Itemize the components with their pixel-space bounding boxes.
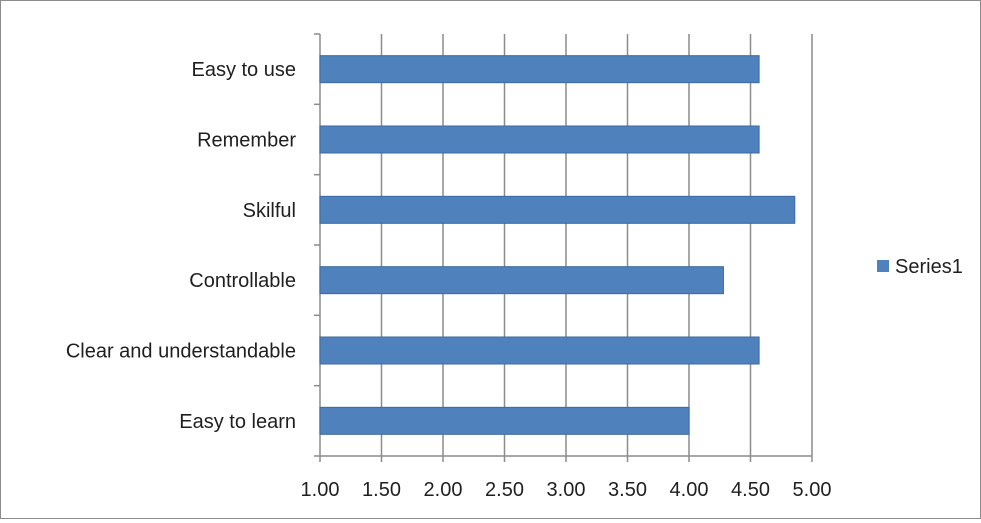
legend: Series1: [877, 256, 963, 278]
x-tick-label: 4.00: [670, 479, 709, 501]
legend-label: Series1: [895, 256, 963, 278]
bar: [319, 195, 796, 224]
x-tick-label: 2.00: [424, 479, 463, 501]
x-tick-label: 1.00: [301, 479, 340, 501]
x-tick-label: 4.50: [731, 479, 770, 501]
x-tick-label: 5.00: [793, 479, 832, 501]
axes: [314, 33, 813, 462]
category-label: Clear and understandable: [66, 341, 296, 363]
bar: [319, 266, 724, 295]
x-tick-label: 3.50: [608, 479, 647, 501]
category-label: Controllable: [189, 270, 296, 292]
bar: [319, 406, 690, 435]
legend-swatch: [877, 260, 889, 272]
bar: [319, 55, 760, 84]
category-label: Skilful: [243, 200, 296, 222]
bars: [319, 55, 796, 435]
axis-labels: 1.00 1.50 2.00 2.50 3.00 3.50 4.00 4.50 5.00 Easy…: [66, 59, 832, 501]
x-tick-label: 2.50: [485, 479, 524, 501]
category-label: Easy to use: [191, 59, 296, 81]
gridlines: [380, 34, 813, 456]
bar: [319, 336, 760, 365]
x-tick-label: 1.50: [362, 479, 401, 501]
x-tick-label: 3.00: [547, 479, 586, 501]
category-label: Easy to learn: [179, 411, 296, 433]
bar: [319, 125, 760, 154]
category-label: Remember: [197, 130, 296, 152]
